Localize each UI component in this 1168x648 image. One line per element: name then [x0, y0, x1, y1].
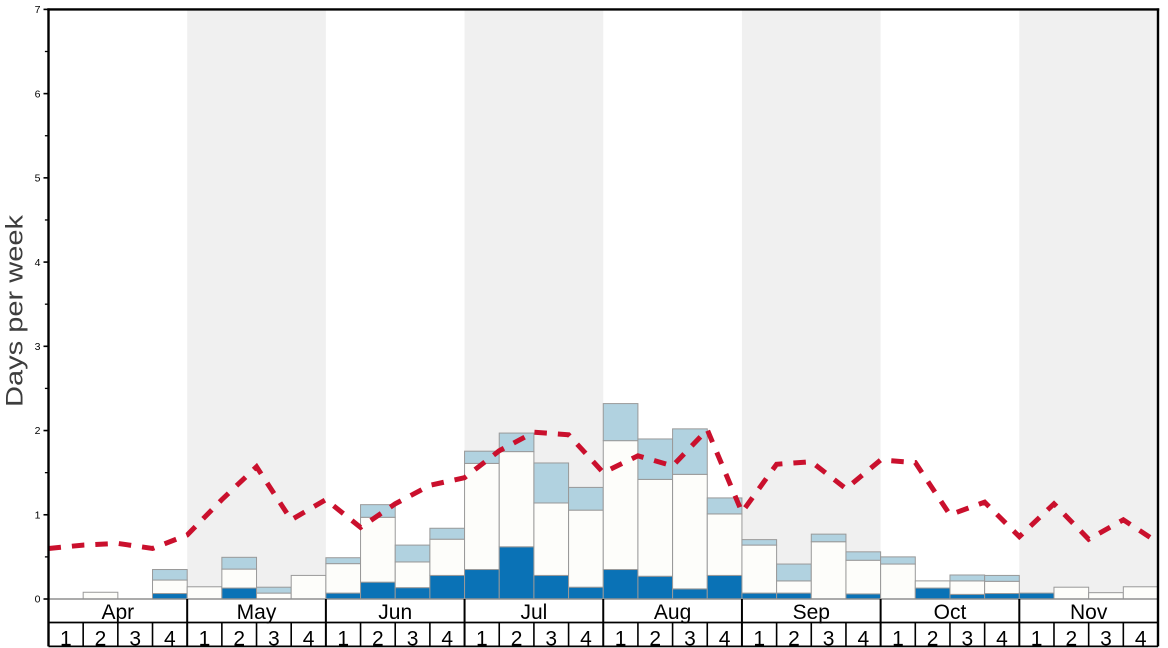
- svg-text:2: 2: [372, 628, 384, 648]
- svg-text:1: 1: [60, 628, 72, 648]
- svg-text:1: 1: [615, 628, 627, 648]
- svg-text:3: 3: [407, 628, 419, 648]
- svg-text:2: 2: [927, 628, 939, 648]
- svg-text:4: 4: [441, 628, 453, 648]
- svg-text:2: 2: [35, 425, 41, 437]
- svg-text:4: 4: [164, 628, 176, 648]
- svg-text:4: 4: [857, 628, 869, 648]
- svg-text:Days per week: Days per week: [2, 214, 29, 407]
- svg-text:1: 1: [337, 628, 349, 648]
- svg-text:2: 2: [95, 628, 107, 648]
- svg-text:2: 2: [788, 628, 800, 648]
- svg-text:3: 3: [823, 628, 835, 648]
- svg-text:1: 1: [1031, 628, 1043, 648]
- svg-text:4: 4: [580, 628, 592, 648]
- svg-text:2: 2: [233, 628, 245, 648]
- svg-text:Jun: Jun: [378, 601, 412, 624]
- svg-text:1: 1: [892, 628, 904, 648]
- svg-text:1: 1: [753, 628, 765, 648]
- svg-text:2: 2: [649, 628, 661, 648]
- svg-text:3: 3: [684, 628, 696, 648]
- svg-text:1: 1: [476, 628, 488, 648]
- svg-text:Jul: Jul: [520, 601, 547, 624]
- svg-text:Sep: Sep: [793, 601, 830, 624]
- svg-text:7: 7: [35, 4, 41, 16]
- svg-text:3: 3: [961, 628, 973, 648]
- svg-text:4: 4: [35, 257, 41, 269]
- svg-text:3: 3: [129, 628, 141, 648]
- svg-text:6: 6: [35, 88, 41, 100]
- svg-text:4: 4: [1135, 628, 1147, 648]
- svg-text:Oct: Oct: [934, 601, 967, 624]
- svg-text:3: 3: [545, 628, 557, 648]
- svg-text:5: 5: [35, 173, 41, 185]
- svg-text:4: 4: [996, 628, 1008, 648]
- svg-text:3: 3: [268, 628, 280, 648]
- svg-text:Nov: Nov: [1070, 601, 1108, 624]
- svg-text:May: May: [237, 601, 277, 624]
- svg-text:4: 4: [303, 628, 315, 648]
- svg-text:4: 4: [719, 628, 731, 648]
- svg-text:2: 2: [511, 628, 523, 648]
- svg-text:1: 1: [35, 509, 41, 521]
- svg-text:0: 0: [35, 594, 41, 606]
- svg-text:2: 2: [1065, 628, 1077, 648]
- svg-text:3: 3: [35, 341, 41, 353]
- svg-text:Apr: Apr: [101, 601, 134, 624]
- svg-text:1: 1: [199, 628, 211, 648]
- svg-text:3: 3: [1100, 628, 1112, 648]
- svg-text:Aug: Aug: [654, 601, 691, 624]
